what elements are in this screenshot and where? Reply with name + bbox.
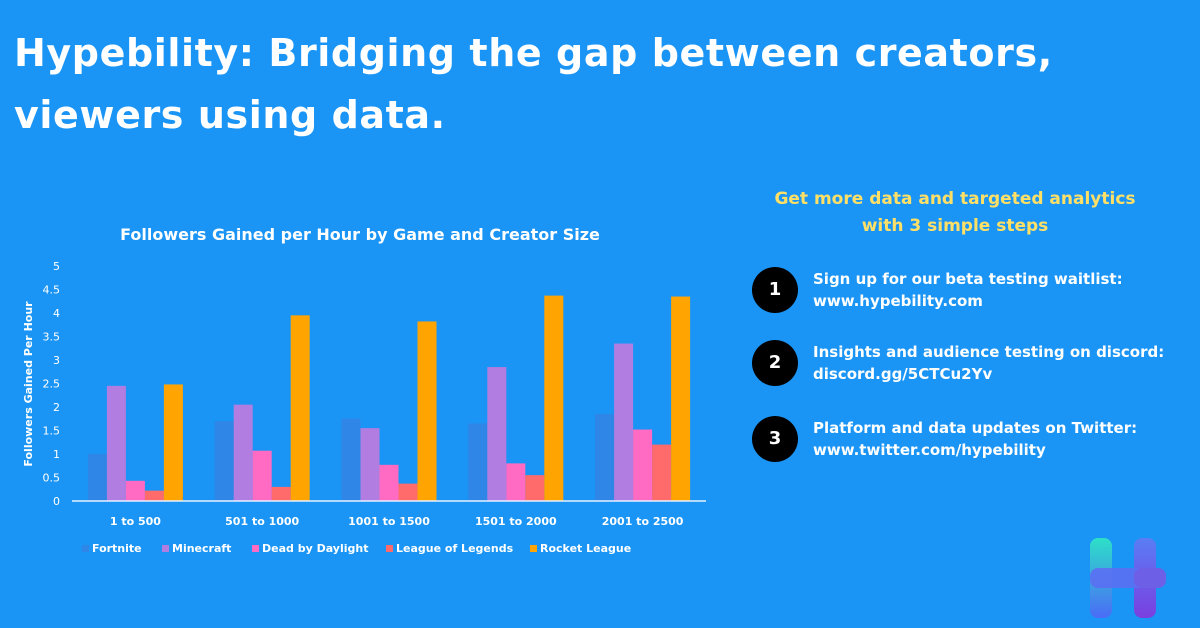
step-1-link[interactable]: www.hypebility.com — [813, 292, 983, 310]
y-tick-label: 1 — [53, 448, 60, 461]
headline-line-2: viewers using data. — [14, 93, 446, 137]
headline-line-1: Hypebility: Bridging the gap between cre… — [14, 31, 1053, 75]
x-tick-label: 2001 to 2500 — [602, 515, 684, 528]
y-axis-label: Followers Gained Per Hour — [22, 301, 35, 467]
bar-minecraft — [106, 385, 126, 501]
x-tick-label: 1001 to 1500 — [348, 515, 430, 528]
step-2-link[interactable]: discord.gg/5CTCu2Yv — [813, 365, 993, 383]
step-3-link[interactable]: www.twitter.com/hypebility — [813, 441, 1046, 459]
y-tick-label: 3.5 — [43, 331, 61, 344]
y-tick-label: 0.5 — [43, 472, 61, 485]
bar-dead-by-daylight — [125, 480, 145, 501]
cta-title-line-1: Get more data and targeted analytics — [774, 189, 1136, 209]
step-3: 3 Platform and data updates on Twitter: … — [752, 416, 1192, 462]
legend-label: Rocket League — [540, 542, 631, 555]
bar-fortnite — [87, 454, 107, 501]
bar-rocket-league — [417, 321, 437, 501]
legend-label: League of Legends — [396, 542, 514, 555]
legend-swatch — [252, 545, 259, 552]
y-tick-label: 1.5 — [43, 425, 61, 438]
y-tick-label: 4.5 — [43, 284, 61, 297]
cta-title: Get more data and targeted analytics wit… — [735, 186, 1175, 240]
cta-title-line-2: with 3 simple steps — [861, 216, 1049, 236]
bar-dead-by-daylight — [633, 429, 653, 501]
bar-minecraft — [614, 343, 634, 501]
bar-minecraft — [487, 367, 507, 501]
bar-rocket-league — [671, 296, 691, 501]
y-tick-label: 4 — [53, 307, 60, 320]
bar-league-of-legends — [525, 475, 545, 501]
bar-rocket-league — [544, 295, 564, 501]
legend-swatch — [530, 545, 537, 552]
legend-label: Dead by Daylight — [262, 542, 368, 555]
bar-league-of-legends — [144, 490, 164, 501]
bar-fortnite — [341, 418, 361, 501]
bar-dead-by-daylight — [252, 450, 272, 501]
y-tick-label: 2.5 — [43, 378, 61, 391]
step-3-line-1: Platform and data updates on Twitter: — [813, 419, 1138, 437]
step-2-line-1: Insights and audience testing on discord… — [813, 343, 1165, 361]
legend-label: Fortnite — [92, 542, 142, 555]
headline: Hypebility: Bridging the gap between cre… — [14, 22, 1114, 146]
step-1-line-1: Sign up for our beta testing waitlist: — [813, 270, 1123, 288]
step-text-2: Insights and audience testing on discord… — [813, 341, 1164, 385]
x-tick-label: 501 to 1000 — [225, 515, 299, 528]
bar-league-of-legends — [398, 483, 418, 501]
y-tick-label: 3 — [53, 354, 60, 367]
y-tick-label: 5 — [53, 260, 60, 273]
legend-label: Minecraft — [172, 542, 231, 555]
hypebility-logo-icon — [1090, 538, 1166, 618]
bar-minecraft — [233, 404, 253, 501]
step-number-3: 3 — [752, 416, 798, 462]
bar-chart: Followers Gained per Hour by Game and Cr… — [22, 225, 706, 555]
bar-minecraft — [360, 428, 380, 501]
bar-dead-by-daylight — [379, 464, 399, 501]
bar-fortnite — [595, 414, 615, 501]
step-text-3: Platform and data updates on Twitter: ww… — [813, 417, 1137, 461]
legend-swatch — [386, 545, 393, 552]
y-tick-label: 0 — [53, 495, 60, 508]
x-tick-label: 1 to 500 — [110, 515, 161, 528]
step-number-2: 2 — [752, 340, 798, 386]
step-number-1: 1 — [752, 267, 798, 313]
step-text-1: Sign up for our beta testing waitlist: w… — [813, 268, 1123, 312]
y-tick-label: 2 — [53, 401, 60, 414]
bar-league-of-legends — [271, 486, 291, 501]
bar-league-of-legends — [652, 444, 672, 501]
bar-dead-by-daylight — [506, 463, 526, 501]
step-2: 2 Insights and audience testing on disco… — [752, 340, 1192, 386]
x-tick-label: 1501 to 2000 — [475, 515, 557, 528]
legend-swatch — [82, 545, 89, 552]
bar-rocket-league — [163, 384, 183, 501]
chart-title: Followers Gained per Hour by Game and Cr… — [120, 225, 600, 244]
step-1: 1 Sign up for our beta testing waitlist:… — [752, 267, 1192, 313]
legend-swatch — [162, 545, 169, 552]
bar-fortnite — [214, 421, 234, 501]
bar-rocket-league — [290, 315, 310, 501]
bar-fortnite — [468, 423, 488, 501]
